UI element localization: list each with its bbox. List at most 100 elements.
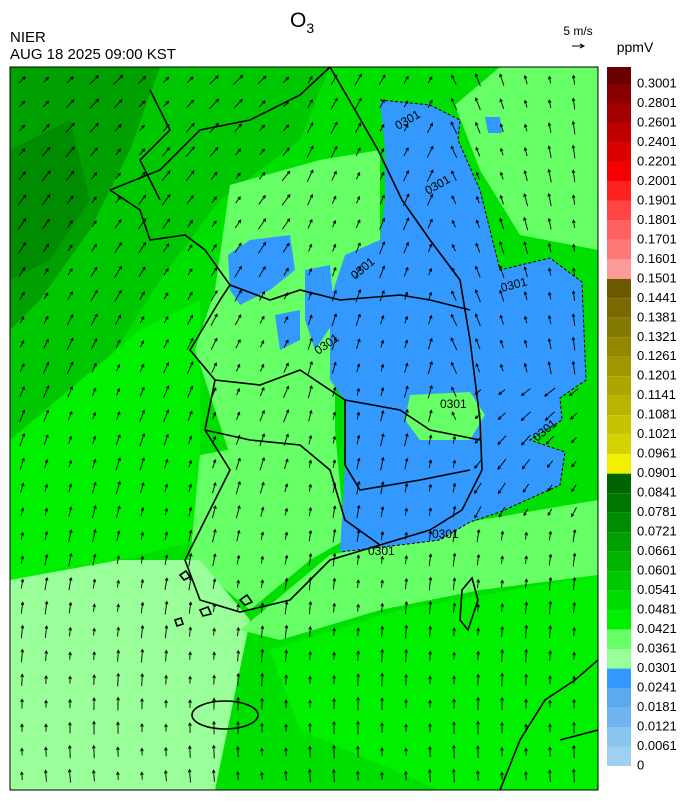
agency: NIER <box>10 29 46 46</box>
colorbar-cell <box>607 142 631 161</box>
colorbar-cell <box>607 747 631 766</box>
colorbar-label: 0.0841 <box>637 485 677 500</box>
colorbar-label: 0.1441 <box>637 290 677 305</box>
colorbar-label: 0.1141 <box>637 387 676 402</box>
wind-arrow <box>406 650 407 662</box>
colorbar-cell <box>607 688 631 707</box>
wind-arrow <box>310 770 311 783</box>
colorbar-label: 0.3001 <box>637 75 677 90</box>
colorbar-cell <box>607 669 631 688</box>
colorbar-cell <box>607 532 631 551</box>
colorbar-cell <box>607 84 631 103</box>
colorbar-label: 0.1501 <box>637 270 677 285</box>
colorbar-cell <box>607 571 631 590</box>
title-main: O <box>290 9 306 32</box>
colorbar-label: 0.1801 <box>637 212 677 227</box>
colorbar-cell <box>607 727 631 746</box>
colorbar-label: 0.0901 <box>637 465 677 480</box>
colorbar-label: 0.0121 <box>637 718 677 733</box>
colorbar-label: 0.1381 <box>637 309 677 324</box>
colorbar-label: 0.0661 <box>637 543 677 558</box>
colorbar-cell <box>607 279 631 298</box>
wind-arrow <box>142 674 143 686</box>
colorbar-cell <box>607 201 631 220</box>
colorbar-cell <box>607 513 631 532</box>
colorbar-cell <box>607 493 631 512</box>
wind-arrow <box>262 674 263 687</box>
colorbar-label: 0.0721 <box>637 524 677 539</box>
colorbar-label: 0.2601 <box>637 114 677 129</box>
wind-arrow <box>454 770 455 783</box>
colorbar-label: 0.1261 <box>637 348 677 363</box>
colorbar-cell <box>607 435 631 454</box>
colorbar-label: 0.0241 <box>637 679 677 694</box>
colorbar-cell <box>607 610 631 629</box>
wind-arrow <box>238 674 239 686</box>
colorbar-cell <box>607 259 631 278</box>
wind-arrow <box>118 674 119 687</box>
wind-arrow <box>430 770 431 782</box>
colorbar-cell <box>607 376 631 395</box>
colorbar-label: 0.0181 <box>637 699 677 714</box>
colorbar-cell <box>607 103 631 122</box>
datetime: AUG 18 2025 09:00 KST <box>10 46 176 63</box>
colorbar-label: 0.0421 <box>637 621 677 636</box>
wind-arrow <box>70 746 71 758</box>
colorbar-cell <box>607 474 631 493</box>
contour-label: 0301 <box>368 544 395 558</box>
wind-arrow <box>550 770 551 781</box>
colorbar-cell <box>607 240 631 259</box>
colorbar-label: 0.1081 <box>637 407 677 422</box>
colorbar-label: 0.0601 <box>637 563 677 578</box>
colorbar-cell <box>607 123 631 142</box>
colorbar-cell <box>607 220 631 239</box>
colorbar-label: 0.2201 <box>637 153 677 168</box>
contour-label: 0301 <box>432 527 459 541</box>
colorbar-label: 0 <box>637 757 644 772</box>
colorbar-label: 0.2401 <box>637 134 677 149</box>
wind-arrow <box>190 746 191 758</box>
colorbar-label: 0.1601 <box>637 251 677 266</box>
title: O3 <box>290 9 314 36</box>
colorbar-unit: ppmV <box>617 39 654 55</box>
wind-arrow <box>214 746 215 759</box>
colorbar-label: 0.1021 <box>637 426 677 441</box>
wind-reference-arrow <box>572 44 584 48</box>
colorbar-label: 0.0061 <box>637 738 677 753</box>
colorbar-cell <box>607 396 631 415</box>
colorbar-cell <box>607 298 631 317</box>
contour-label: 0301 <box>440 397 467 411</box>
colorbar-label: 0.0781 <box>637 504 677 519</box>
title-subscript: 3 <box>306 20 314 36</box>
colorbar-label: 0.0301 <box>637 660 677 675</box>
colorbar-cell <box>607 67 631 84</box>
colorbar-cell <box>607 454 631 473</box>
colorbar-label: 0.2001 <box>637 173 677 188</box>
wind-reference-label: 5 m/s <box>563 24 592 38</box>
colorbar-cell <box>607 162 631 181</box>
colorbar-cell <box>607 591 631 610</box>
wind-arrow <box>574 770 575 783</box>
wind-arrow <box>22 674 23 685</box>
colorbar-label: 0.0961 <box>637 446 677 461</box>
colorbar: 0.3001 0.2801 0.2601 0.2401 0.2201 0.2001 0.19… <box>607 67 677 772</box>
colorbar-cell <box>607 552 631 571</box>
colorbar-label: 0.2801 <box>637 95 677 110</box>
colorbar-cell <box>607 357 631 376</box>
colorbar-cell <box>607 337 631 356</box>
wind-arrow <box>502 650 503 662</box>
colorbar-label: 0.1901 <box>637 192 677 207</box>
wind-arrow <box>334 770 335 782</box>
colorbar-label: 0.0361 <box>637 641 677 656</box>
wind-arrow <box>94 746 95 759</box>
map: 0301 0301 0301 0301 0301 0301 0301 0301 … <box>10 67 598 790</box>
colorbar-cell <box>607 181 631 200</box>
colorbar-label: 0.1321 <box>637 329 677 344</box>
colorbar-cell <box>607 318 631 337</box>
colorbar-label: 0.1201 <box>637 368 677 383</box>
colorbar-cell <box>607 415 631 434</box>
colorbar-cell <box>607 630 631 649</box>
colorbar-label: 0.1701 <box>637 231 677 246</box>
